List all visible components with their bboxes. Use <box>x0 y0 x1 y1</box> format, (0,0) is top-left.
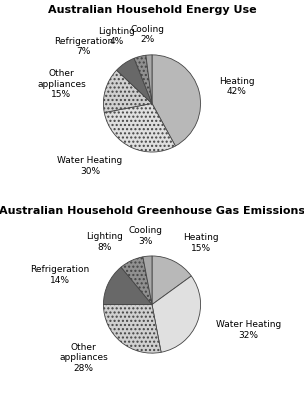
Text: Refrigeration
7%: Refrigeration 7% <box>54 37 113 56</box>
Wedge shape <box>104 104 175 152</box>
Wedge shape <box>117 58 152 104</box>
Text: Heating
15%: Heating 15% <box>183 233 219 253</box>
Text: Refrigeration
14%: Refrigeration 14% <box>30 266 90 285</box>
Text: Lighting
4%: Lighting 4% <box>98 27 135 46</box>
Text: Other
appliances
28%: Other appliances 28% <box>59 343 108 373</box>
Wedge shape <box>103 304 161 353</box>
Text: Water Heating
32%: Water Heating 32% <box>216 320 282 340</box>
Wedge shape <box>103 267 152 304</box>
Wedge shape <box>152 256 191 304</box>
Wedge shape <box>152 276 201 352</box>
Text: Cooling
2%: Cooling 2% <box>131 25 165 44</box>
Wedge shape <box>121 257 152 304</box>
Text: Lighting
8%: Lighting 8% <box>86 232 123 252</box>
Wedge shape <box>152 55 201 146</box>
Wedge shape <box>146 55 152 104</box>
Wedge shape <box>134 55 152 104</box>
Text: Other
appliances
15%: Other appliances 15% <box>37 69 86 99</box>
Wedge shape <box>143 256 152 304</box>
Wedge shape <box>103 70 152 112</box>
Title: Australian Household Greenhouse Gas Emissions: Australian Household Greenhouse Gas Emis… <box>0 206 304 216</box>
Text: Cooling
3%: Cooling 3% <box>129 226 163 246</box>
Text: Water Heating
30%: Water Heating 30% <box>57 156 123 176</box>
Title: Australian Household Energy Use: Australian Household Energy Use <box>48 5 256 15</box>
Text: Heating
42%: Heating 42% <box>219 76 254 96</box>
